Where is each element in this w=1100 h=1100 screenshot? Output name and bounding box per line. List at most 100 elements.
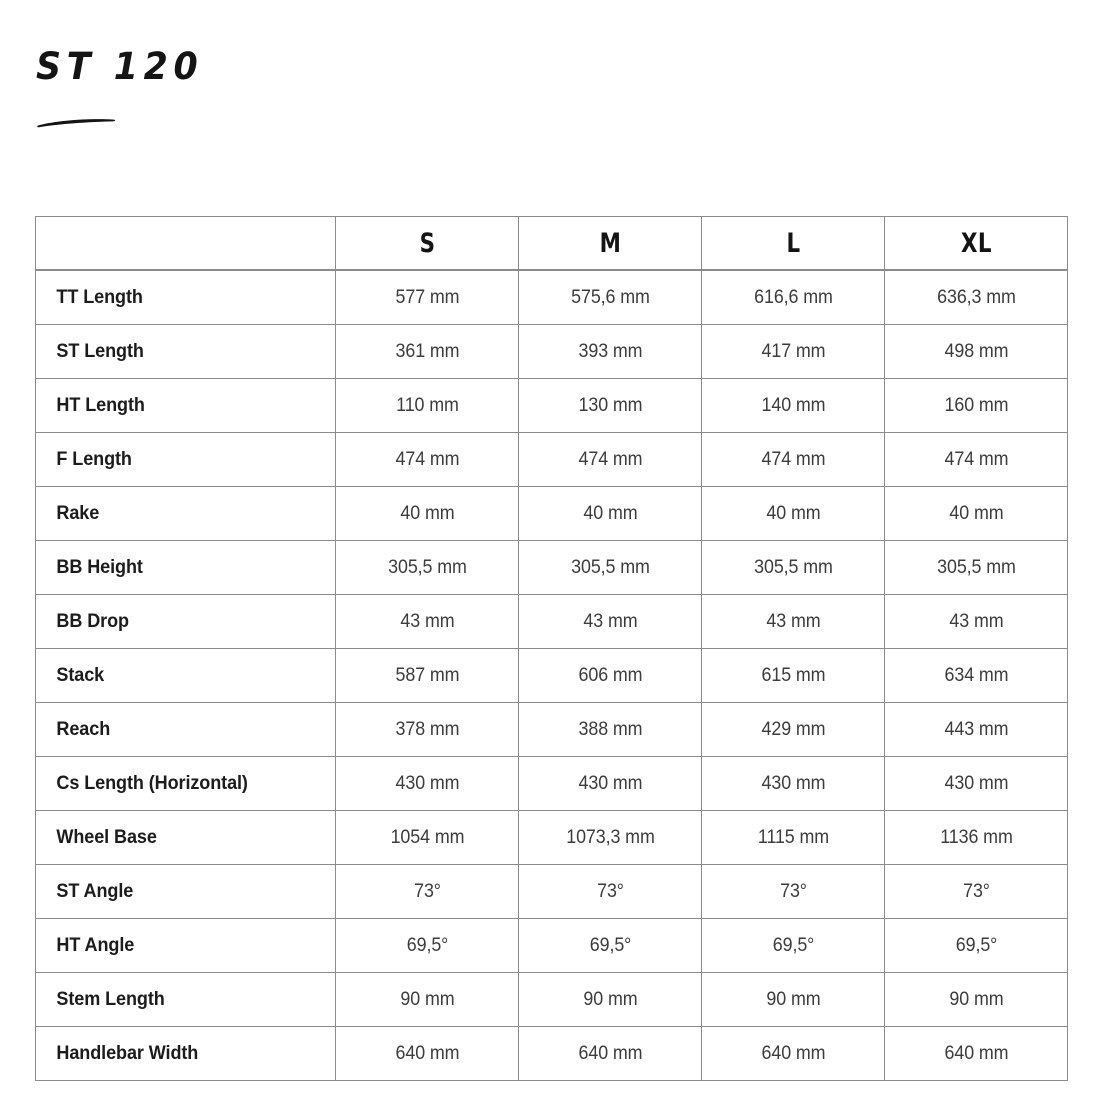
row-label: BB Height [35,540,321,595]
column-header-l: L [712,216,874,271]
row-label: ST Length [35,324,321,379]
cell-value: 43 mm [523,594,697,649]
table-row: HT Angle 69,5° 69,5° 69,5° 69,5° [35,918,1068,973]
cell-value: 474 mm [706,432,880,487]
row-label: Cs Length (Horizontal) [35,756,321,811]
cell-value: 430 mm [706,756,880,811]
cell-value: 361 mm [340,324,514,379]
cell-value: 1073,3 mm [523,810,697,865]
table-row: Cs Length (Horizontal) 430 mm 430 mm 430… [35,756,1068,811]
column-header-xl: XL [895,216,1057,271]
cell-value: 1054 mm [340,810,514,865]
row-label: Reach [35,702,321,757]
cell-value: 305,5 mm [706,540,880,595]
row-label: F Length [35,432,321,487]
table-row: Wheel Base 1054 mm 1073,3 mm 1115 mm 113… [35,810,1068,865]
cell-value: 429 mm [706,702,880,757]
cell-value: 498 mm [889,324,1063,379]
cell-value: 110 mm [340,378,514,433]
cell-value: 640 mm [523,1026,697,1081]
row-label: HT Length [35,378,321,433]
cell-value: 73° [523,864,697,919]
cell-value: 606 mm [523,648,697,703]
cell-value: 73° [889,864,1063,919]
cell-value: 69,5° [706,918,880,973]
cell-value: 615 mm [706,648,880,703]
cell-value: 474 mm [889,432,1063,487]
row-label: HT Angle [35,918,321,973]
table-row: Rake 40 mm 40 mm 40 mm 40 mm [35,486,1068,541]
table-row: Stem Length 90 mm 90 mm 90 mm 90 mm [35,972,1068,1027]
cell-value: 430 mm [523,756,697,811]
cell-value: 640 mm [706,1026,880,1081]
row-label: Handlebar Width [35,1026,321,1081]
cell-value: 636,3 mm [889,270,1063,325]
column-header-m: M [529,216,691,271]
table-corner-cell [35,216,336,271]
cell-value: 443 mm [889,702,1063,757]
cell-value: 1115 mm [706,810,880,865]
cell-value: 393 mm [523,324,697,379]
cell-value: 305,5 mm [889,540,1063,595]
cell-value: 616,6 mm [706,270,880,325]
row-label: TT Length [35,270,321,325]
table-row: Stack 587 mm 606 mm 615 mm 634 mm [35,648,1068,703]
cell-value: 577 mm [340,270,514,325]
cell-value: 40 mm [340,486,514,541]
cell-value: 69,5° [889,918,1063,973]
cell-value: 69,5° [340,918,514,973]
cell-value: 305,5 mm [523,540,697,595]
cell-value: 640 mm [340,1026,514,1081]
cell-value: 640 mm [889,1026,1063,1081]
table-row: Handlebar Width 640 mm 640 mm 640 mm 640… [35,1026,1068,1081]
cell-value: 160 mm [889,378,1063,433]
cell-value: 130 mm [523,378,697,433]
table-header: S M L XL [35,216,1068,271]
title-block: ST 120 [36,48,214,128]
cell-value: 43 mm [706,594,880,649]
cell-value: 69,5° [523,918,697,973]
cell-value: 43 mm [340,594,514,649]
cell-value: 40 mm [706,486,880,541]
cell-value: 388 mm [523,702,697,757]
cell-value: 417 mm [706,324,880,379]
cell-value: 40 mm [889,486,1063,541]
table-row: ST Angle 73° 73° 73° 73° [35,864,1068,919]
table-row: Reach 378 mm 388 mm 429 mm 443 mm [35,702,1068,757]
table-header-row: S M L XL [35,216,1068,271]
row-label: Rake [35,486,321,541]
column-header-s: S [346,216,508,271]
table-row: BB Height 305,5 mm 305,5 mm 305,5 mm 305… [35,540,1068,595]
cell-value: 474 mm [523,432,697,487]
table-body: TT Length 577 mm 575,6 mm 616,6 mm 636,3… [35,270,1068,1081]
cell-value: 90 mm [340,972,514,1027]
title-underline-stroke [37,119,116,128]
cell-value: 140 mm [706,378,880,433]
row-label: Stack [35,648,321,703]
row-label: ST Angle [35,864,321,919]
cell-value: 90 mm [889,972,1063,1027]
cell-value: 634 mm [889,648,1063,703]
row-label: Wheel Base [35,810,321,865]
cell-value: 90 mm [706,972,880,1027]
table-row: F Length 474 mm 474 mm 474 mm 474 mm [35,432,1068,487]
geometry-table: S M L XL TT Length 577 mm 575,6 mm 616,6… [35,216,1068,1081]
cell-value: 430 mm [340,756,514,811]
cell-value: 43 mm [889,594,1063,649]
cell-value: 73° [706,864,880,919]
cell-value: 575,6 mm [523,270,697,325]
cell-value: 90 mm [523,972,697,1027]
table-row: HT Length 110 mm 130 mm 140 mm 160 mm [35,378,1068,433]
geometry-table-container: S M L XL TT Length 577 mm 575,6 mm 616,6… [35,216,1068,1081]
cell-value: 1136 mm [889,810,1063,865]
table-row: BB Drop 43 mm 43 mm 43 mm 43 mm [35,594,1068,649]
table-row: ST Length 361 mm 393 mm 417 mm 498 mm [35,324,1068,379]
cell-value: 378 mm [340,702,514,757]
cell-value: 587 mm [340,648,514,703]
table-row: TT Length 577 mm 575,6 mm 616,6 mm 636,3… [35,270,1068,325]
row-label: Stem Length [35,972,321,1027]
cell-value: 430 mm [889,756,1063,811]
cell-value: 40 mm [523,486,697,541]
cell-value: 305,5 mm [340,540,514,595]
row-label: BB Drop [35,594,321,649]
